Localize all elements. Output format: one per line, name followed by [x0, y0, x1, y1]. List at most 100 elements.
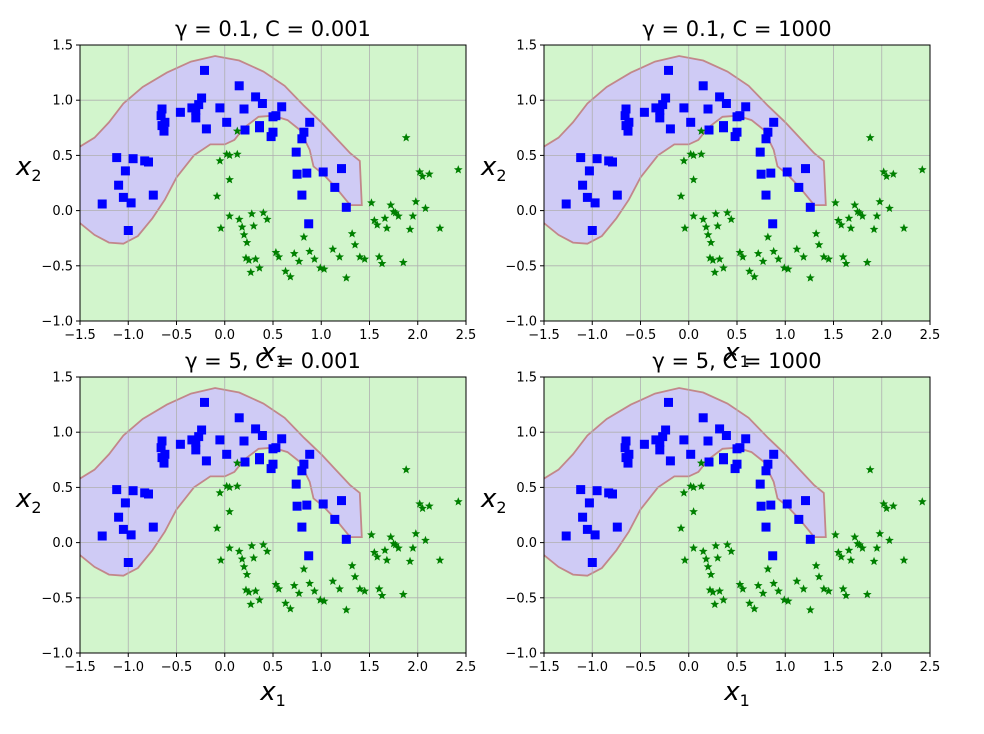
- class-1-point: [262, 214, 272, 224]
- class-1-point: [779, 595, 789, 604]
- x-tick-label: 1.5: [359, 660, 380, 675]
- class-1-point: [763, 564, 773, 573]
- class-0-point: [679, 435, 689, 445]
- class-1-point: [377, 258, 387, 268]
- class-0-point: [756, 169, 766, 179]
- class-0-point: [201, 124, 211, 134]
- class-0-point: [621, 104, 631, 114]
- class-0-point: [144, 489, 153, 499]
- class-1-point: [225, 543, 234, 552]
- class-1-point: [372, 552, 382, 561]
- class-1-point: [355, 584, 365, 593]
- y-tick-label: 0.0: [52, 204, 73, 219]
- class-1-point: [310, 254, 319, 263]
- y-tick-label: −1.0: [505, 315, 537, 330]
- class-1-point: [879, 167, 889, 176]
- class-0-point: [337, 496, 346, 506]
- class-0-point: [608, 489, 617, 499]
- class-1-point: [882, 503, 891, 513]
- class-1-point: [710, 599, 720, 609]
- class-1-point: [811, 229, 821, 238]
- class-1-point: [846, 223, 856, 232]
- class-1-point: [814, 240, 824, 249]
- class-0-point: [257, 99, 267, 108]
- class-1-point: [335, 252, 344, 261]
- class-0-point: [291, 479, 301, 489]
- class-0-point: [620, 111, 630, 121]
- class-1-point: [706, 238, 716, 247]
- class-1-point: [862, 257, 872, 267]
- class-1-point: [899, 223, 909, 232]
- class-0-point: [704, 457, 714, 467]
- class-1-point: [869, 224, 879, 234]
- class-1-point: [689, 211, 698, 220]
- class-1-point: [715, 254, 724, 263]
- class-0-point: [703, 436, 713, 446]
- class-1-point: [247, 209, 257, 218]
- class-0-point: [148, 190, 158, 200]
- class-1-point: [232, 149, 242, 159]
- class-1-point: [435, 223, 445, 232]
- x-tick-label: −1.5: [64, 328, 96, 343]
- class-1-point: [258, 540, 268, 549]
- class-0-point: [118, 192, 128, 202]
- subplot-title: γ = 5, C = 1000: [652, 349, 821, 373]
- class-1-point: [713, 553, 723, 562]
- class-0-point: [735, 111, 745, 121]
- x-tick-label: −0.5: [625, 660, 657, 675]
- class-0-point: [655, 105, 665, 115]
- class-1-point: [836, 552, 846, 561]
- x-tick-label: 0.5: [727, 328, 748, 343]
- class-1-point: [239, 230, 249, 239]
- class-1-point: [814, 572, 824, 581]
- class-1-point: [382, 555, 392, 564]
- y-tick-label: 1.5: [52, 39, 73, 54]
- subplot-title: γ = 0.1, C = 1000: [642, 17, 831, 41]
- class-1-point: [347, 229, 357, 238]
- class-1-point: [708, 255, 718, 264]
- class-0-point: [114, 180, 124, 190]
- class-1-point: [244, 255, 254, 264]
- class-1-point: [391, 208, 400, 217]
- class-1-point: [215, 156, 225, 165]
- class-0-point: [665, 456, 675, 466]
- class-1-point: [398, 257, 408, 267]
- class-1-point: [710, 267, 720, 277]
- class-0-point: [128, 154, 138, 164]
- class-1-point: [411, 529, 421, 538]
- class-1-point: [738, 252, 748, 261]
- class-0-point: [578, 180, 588, 190]
- class-1-point: [869, 556, 879, 566]
- x-tick-label: −1.0: [112, 660, 144, 675]
- class-0-point: [782, 167, 792, 177]
- class-1-point: [374, 252, 384, 261]
- y-axis-label: x2: [480, 152, 507, 185]
- class-1-point: [750, 604, 759, 613]
- class-1-point: [341, 273, 351, 282]
- class-1-point: [255, 595, 264, 604]
- class-1-point: [424, 169, 434, 178]
- class-1-point: [225, 150, 234, 160]
- x-tick-label: 0.0: [678, 660, 699, 675]
- class-0-point: [664, 65, 673, 75]
- class-0-point: [297, 190, 307, 200]
- class-1-point: [380, 545, 390, 555]
- class-0-point: [200, 65, 209, 75]
- y-tick-label: 0.5: [516, 481, 537, 496]
- class-0-point: [97, 199, 107, 209]
- class-0-point: [639, 439, 649, 449]
- class-0-point: [160, 449, 170, 459]
- subplot-title: γ = 5, C = 0.001: [185, 349, 361, 373]
- class-1-point: [738, 584, 748, 593]
- y-tick-label: 0.5: [516, 149, 537, 164]
- class-0-point: [768, 219, 778, 229]
- class-0-point: [732, 459, 742, 469]
- class-0-point: [590, 530, 600, 540]
- class-1-point: [299, 232, 309, 241]
- class-1-point: [676, 523, 686, 532]
- class-0-point: [292, 501, 302, 511]
- y-tick-label: −0.5: [41, 591, 73, 606]
- class-0-point: [658, 100, 668, 110]
- class-0-point: [120, 166, 130, 176]
